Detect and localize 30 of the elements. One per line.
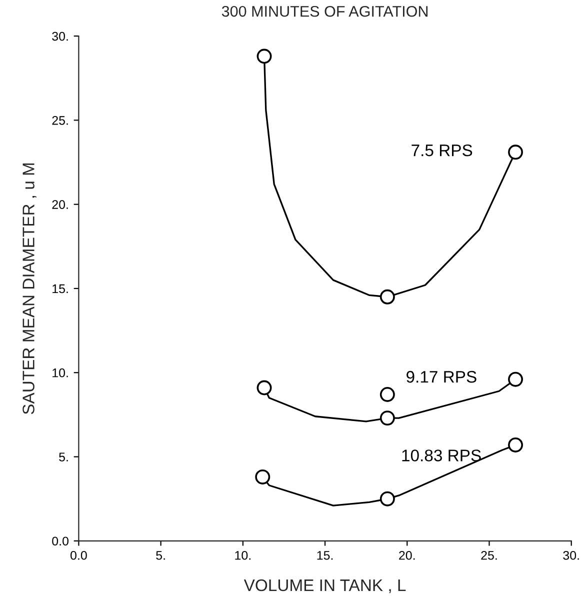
- x-tick-label: 25.: [481, 550, 497, 560]
- x-tick-label: 10.: [235, 550, 250, 560]
- point: [380, 387, 395, 402]
- point: [380, 289, 395, 304]
- point: [255, 469, 270, 484]
- point: [508, 437, 523, 452]
- y-tick-label: 15.: [52, 284, 68, 294]
- y-tick-label: 0.0: [52, 536, 68, 546]
- y-tick-label: 30.: [52, 32, 68, 41]
- text: 7.5 RPS: [412, 144, 472, 156]
- y-tick-label: 25.: [52, 116, 68, 125]
- y-tick-label: 10.: [52, 368, 68, 378]
- x-tick-label: 20.: [399, 550, 415, 560]
- point: [256, 48, 272, 64]
- y-axis-title: SAUTER MEAN DIAMETER , u M: [22, 163, 36, 414]
- x-tick-label: 0.0: [70, 550, 87, 560]
- x-tick-label: 30.: [563, 550, 579, 560]
- series-label: 9.17 RPS: [406, 370, 476, 383]
- point: [380, 410, 395, 426]
- series-label: 10.83 RPS: [402, 450, 481, 462]
- chart-title: 300 MINUTES OF AGITATION: [222, 6, 428, 17]
- y-tick-label: 5.: [59, 452, 68, 462]
- x-tick-label: 5.: [156, 551, 165, 560]
- point: [508, 144, 523, 160]
- y-tick-label: 20.: [52, 200, 68, 209]
- point: [508, 372, 523, 387]
- x-axis-title: VOLUME IN TANK , L: [244, 579, 406, 594]
- point: [380, 491, 395, 506]
- x-tick-label: 15.: [317, 551, 333, 560]
- point: [256, 380, 272, 396]
